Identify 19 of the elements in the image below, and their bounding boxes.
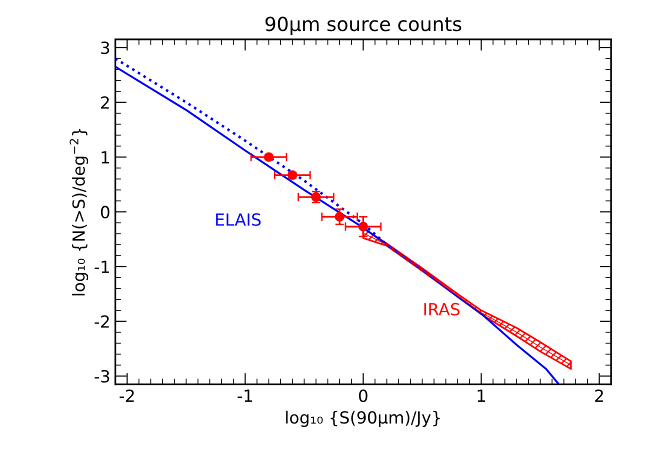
x-tick-label: 1 xyxy=(478,390,485,402)
y-tick-label: 2 xyxy=(101,96,109,109)
x-tick-label: -1 xyxy=(238,390,252,402)
x-axis-title: log₁₀ {S(90μm)/Jy} xyxy=(286,410,440,427)
y-axis-title: log₁₀ {N(>S)/deg$^{−2}$} xyxy=(70,128,88,296)
series-label: IRAS xyxy=(424,302,460,316)
y-tick-label: 0 xyxy=(100,206,110,218)
x-tick-label: 0 xyxy=(359,389,368,402)
point xyxy=(358,222,368,232)
chart-title: 90μm source counts xyxy=(265,16,462,36)
text: ELAIS xyxy=(216,213,261,226)
x-tick-label: 2 xyxy=(595,389,603,402)
y-tick-label: -3 xyxy=(94,370,110,383)
y-tick-label: 3 xyxy=(101,42,110,54)
y-tick-label: -1 xyxy=(94,260,109,273)
point xyxy=(334,212,344,222)
y-tick-label: -2 xyxy=(94,315,109,328)
x-tick-label: -2 xyxy=(120,389,134,402)
y-tick-label: 1 xyxy=(102,151,109,164)
